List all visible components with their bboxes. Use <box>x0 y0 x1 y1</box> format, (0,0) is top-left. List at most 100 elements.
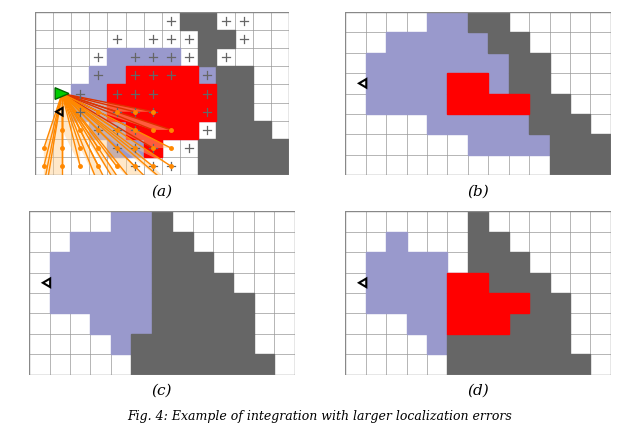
Bar <box>488 334 509 354</box>
Bar <box>108 140 125 158</box>
Bar <box>111 273 131 294</box>
Bar <box>162 67 180 85</box>
Bar <box>198 67 216 85</box>
Bar <box>162 85 180 104</box>
Bar <box>180 67 198 85</box>
Bar <box>253 121 271 140</box>
Bar <box>162 104 180 121</box>
Bar <box>468 74 488 94</box>
Bar <box>427 115 447 135</box>
Bar <box>193 253 213 273</box>
Bar <box>49 253 70 273</box>
Bar <box>49 273 70 294</box>
Bar <box>386 94 406 115</box>
Bar <box>144 85 162 104</box>
Bar <box>125 85 144 104</box>
Bar <box>550 94 570 115</box>
Bar <box>180 104 198 121</box>
Bar <box>193 314 213 334</box>
Bar <box>108 85 125 104</box>
Bar <box>386 294 406 314</box>
Bar <box>162 49 180 67</box>
Bar <box>529 334 550 354</box>
Bar <box>125 104 144 121</box>
Bar <box>468 314 488 334</box>
Polygon shape <box>44 94 189 203</box>
Bar <box>386 232 406 253</box>
Bar <box>427 13 447 33</box>
Bar <box>152 334 172 354</box>
Bar <box>447 354 468 375</box>
Bar <box>180 121 198 140</box>
Bar <box>427 94 447 115</box>
Bar <box>131 253 152 273</box>
Bar <box>90 232 111 253</box>
Text: (d): (d) <box>467 383 489 397</box>
Bar <box>70 294 90 314</box>
Bar <box>509 115 529 135</box>
Bar <box>468 253 488 273</box>
Bar <box>193 354 213 375</box>
Bar <box>386 74 406 94</box>
Bar <box>468 74 488 94</box>
Bar <box>108 49 125 67</box>
Bar <box>193 294 213 314</box>
Bar <box>162 121 180 140</box>
Bar <box>253 158 271 176</box>
Bar <box>488 33 509 54</box>
Bar <box>162 67 180 85</box>
Bar <box>111 232 131 253</box>
Bar <box>386 54 406 74</box>
Bar <box>144 140 162 158</box>
Bar <box>406 94 427 115</box>
Bar <box>90 253 111 273</box>
Bar <box>550 155 570 176</box>
Bar <box>235 85 253 104</box>
Bar <box>591 135 611 155</box>
Bar <box>108 121 125 140</box>
Bar <box>488 273 509 294</box>
Bar <box>447 54 468 74</box>
Bar <box>111 212 131 232</box>
Bar <box>468 334 488 354</box>
Bar <box>271 158 289 176</box>
Bar <box>152 253 172 273</box>
Bar <box>406 54 427 74</box>
Bar <box>447 273 468 294</box>
Bar <box>386 273 406 294</box>
Bar <box>152 232 172 253</box>
Bar <box>216 85 235 104</box>
Bar <box>509 94 529 115</box>
Bar <box>468 94 488 115</box>
Bar <box>90 314 111 334</box>
Bar <box>89 121 108 140</box>
Bar <box>144 140 162 158</box>
Bar <box>172 354 193 375</box>
Bar <box>172 253 193 273</box>
Bar <box>488 314 509 334</box>
Bar <box>234 354 254 375</box>
Bar <box>216 31 235 49</box>
Bar <box>216 121 235 140</box>
Bar <box>235 67 253 85</box>
Bar <box>253 140 271 158</box>
Bar <box>468 115 488 135</box>
Bar <box>509 135 529 155</box>
Bar <box>406 294 427 314</box>
Bar <box>198 85 216 104</box>
Bar <box>468 294 488 314</box>
Bar <box>529 94 550 115</box>
Bar <box>365 253 386 273</box>
Bar <box>144 104 162 121</box>
Bar <box>427 294 447 314</box>
Bar <box>468 212 488 232</box>
Bar <box>152 354 172 375</box>
Bar <box>162 104 180 121</box>
Bar <box>180 67 198 85</box>
Bar <box>162 121 180 140</box>
Bar <box>125 121 144 140</box>
Bar <box>70 253 90 273</box>
Bar <box>550 294 570 314</box>
Bar <box>427 253 447 273</box>
Bar <box>180 85 198 104</box>
